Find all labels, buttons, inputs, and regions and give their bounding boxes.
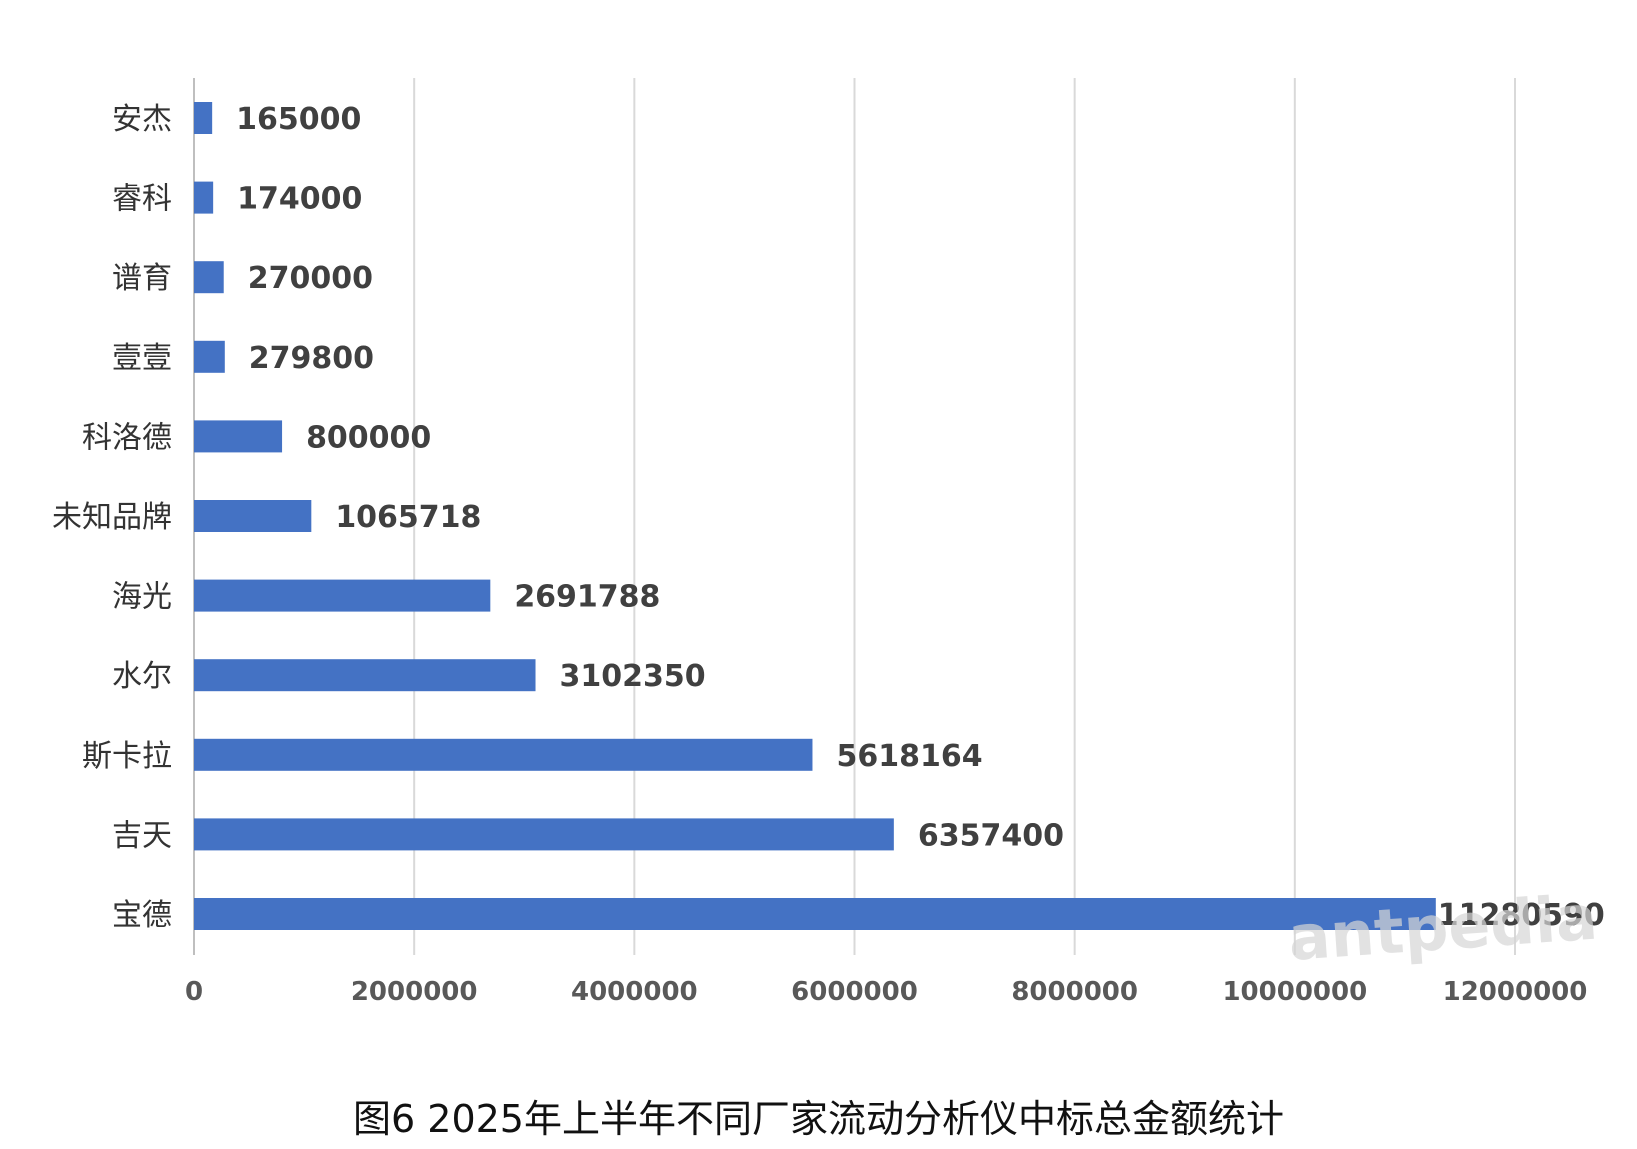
bar bbox=[194, 818, 894, 851]
category-label: 海光 bbox=[112, 580, 172, 615]
category-label: 水尔 bbox=[112, 659, 172, 694]
data-label: 165000 bbox=[236, 102, 361, 137]
data-label: 2691788 bbox=[514, 580, 660, 615]
category-label: 安杰 bbox=[112, 102, 172, 137]
value-labels: 165000 174000 270000 279800 800000 1065718 269… bbox=[236, 102, 1605, 933]
x-tick-label: 0 bbox=[185, 977, 203, 1007]
data-label: 174000 bbox=[237, 182, 362, 217]
category-label: 斯卡拉 bbox=[82, 739, 172, 774]
bar bbox=[194, 659, 536, 692]
bar bbox=[194, 738, 813, 771]
figure-caption: 图6 2025年上半年不同厂家流动分析仪中标总金额统计 bbox=[353, 1097, 1284, 1141]
x-tick-label: 12000000 bbox=[1443, 977, 1588, 1007]
data-label: 6357400 bbox=[918, 818, 1064, 853]
x-tick-label: 4000000 bbox=[571, 977, 698, 1007]
data-label: 279800 bbox=[249, 341, 374, 376]
bar bbox=[194, 340, 225, 373]
bar bbox=[194, 420, 283, 453]
bar bbox=[194, 102, 213, 134]
watermark-logo: antpedia bbox=[1286, 881, 1600, 975]
x-tick-label: 10000000 bbox=[1222, 977, 1367, 1007]
data-label: 5618164 bbox=[836, 739, 982, 774]
bar bbox=[194, 181, 214, 214]
data-label: 3102350 bbox=[560, 659, 706, 694]
data-label: 1065718 bbox=[335, 500, 481, 535]
category-label: 科洛德 bbox=[82, 420, 172, 455]
category-label: 未知品牌 bbox=[52, 500, 172, 535]
x-tick-label: 8000000 bbox=[1011, 977, 1138, 1007]
bar bbox=[194, 898, 1436, 930]
bar bbox=[194, 261, 224, 294]
bars bbox=[194, 102, 1436, 930]
grid-lines bbox=[193, 78, 1516, 955]
data-label: 270000 bbox=[248, 261, 373, 296]
category-label: 宝德 bbox=[112, 898, 172, 933]
category-label: 谱育 bbox=[112, 261, 172, 296]
category-label: 睿科 bbox=[112, 182, 172, 217]
category-label: 壹壹 bbox=[112, 341, 172, 376]
bar bbox=[194, 579, 491, 612]
x-tick-label: 2000000 bbox=[351, 977, 478, 1007]
bar bbox=[194, 500, 312, 532]
data-label: 800000 bbox=[306, 420, 431, 455]
x-tick-label: 6000000 bbox=[791, 977, 918, 1007]
x-axis-tick-labels: 0 2000000 4000000 6000000 8000000 10000000 120… bbox=[185, 977, 1587, 1007]
data-label: 11280590 bbox=[1438, 898, 1605, 933]
category-label: 吉天 bbox=[112, 818, 172, 853]
